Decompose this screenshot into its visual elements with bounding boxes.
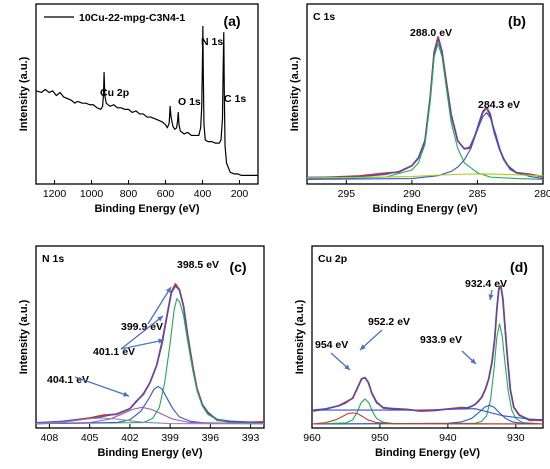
- series-line-peak-399.9: [36, 385, 264, 425]
- plot-frame: [35, 245, 265, 429]
- series-line-peak-404.1: [36, 417, 264, 425]
- x-tick-label: 600: [157, 188, 175, 200]
- plot-frame: [306, 3, 544, 185]
- annotation-arrowhead: [488, 294, 494, 300]
- legend-entry: 10Cu-22-mpg-C3N4-1: [79, 12, 185, 24]
- x-tick-label: 930: [507, 432, 525, 444]
- annotation-arrow: [120, 315, 164, 350]
- series-line-raw: [312, 284, 543, 422]
- y-axis-label: Intensity (a.u.): [289, 56, 301, 131]
- x-tick-label: 399: [161, 432, 179, 444]
- x-axis-label: Binding Energy (eV): [97, 447, 202, 459]
- series-line-baseline: [312, 408, 543, 421]
- peak-annotation: 401.1 eV: [93, 346, 135, 358]
- x-tick-label: 950: [371, 432, 389, 444]
- peak-annotation: 399.9 eV: [121, 321, 163, 333]
- annotation-arrow: [120, 339, 165, 350]
- peak-annotation: 932.4 eV: [465, 278, 507, 290]
- series-line-peak-288.0: [307, 43, 543, 180]
- x-tick-label: 393: [242, 432, 260, 444]
- series-line-raw: [36, 283, 264, 425]
- x-tick-label: 800: [120, 188, 138, 200]
- x-tick-label: 1200: [43, 188, 67, 200]
- peak-annotation: 284.3 eV: [478, 99, 520, 111]
- series-line-peak-401.1: [36, 406, 264, 425]
- series-line-envelope: [312, 285, 543, 421]
- x-tick-label: 960: [303, 432, 321, 444]
- panel-title: N 1s: [42, 253, 64, 265]
- panel-c: 408 405 402 399 396 393 Binding Energy (eV) Int…: [18, 245, 265, 459]
- annotation-arrowhead: [123, 391, 129, 397]
- series-line-peak-952.2: [312, 398, 543, 425]
- peak-label: C 1s: [224, 93, 246, 105]
- plot-frame: [311, 245, 544, 429]
- series-line-peak-398.5: [36, 298, 264, 425]
- peak-annotation: 954 eV: [315, 339, 348, 351]
- x-axis-label: Binding Energy (eV): [375, 447, 480, 459]
- x-tick-label: 1000: [80, 188, 104, 200]
- x-tick-label: 405: [81, 432, 99, 444]
- peak-annotation: 933.9 eV: [420, 334, 462, 346]
- peak-annotation: 952.2 eV: [368, 316, 410, 328]
- peak-annotation: 288.0 eV: [410, 27, 452, 39]
- annotation-arrowhead: [360, 344, 366, 350]
- peak-label: N 1s: [201, 36, 223, 48]
- series-line-peak-933.9: [312, 404, 543, 425]
- x-tick-label: 295: [338, 188, 356, 200]
- annotation-arrow: [74, 376, 130, 397]
- annotation-arrowhead: [157, 316, 163, 322]
- peak-label: O 1s: [178, 96, 201, 108]
- annotation-arrowhead: [470, 358, 476, 364]
- series-line-10Cu-22-mpg-C3N4-1: [36, 25, 258, 176]
- panel-title: Cu 2p: [318, 253, 347, 265]
- y-axis-label: Intensity (a.u.): [294, 299, 306, 374]
- panel-letter: (d): [510, 259, 528, 275]
- series-line-peak-932.4: [312, 323, 543, 425]
- x-tick-label: 290: [403, 188, 421, 200]
- panel-b: 295 290 285 280 Binding Energy (eV) Intensity…: [289, 3, 550, 215]
- annotation-arrowhead: [158, 338, 164, 344]
- annotation-arrowhead: [344, 364, 350, 370]
- x-tick-label: 402: [121, 432, 139, 444]
- x-tick-label: 400: [194, 188, 212, 200]
- series-line-peak-954: [312, 412, 543, 425]
- y-axis-label: Intensity (a.u.): [18, 299, 30, 374]
- x-tick-label: 940: [439, 432, 457, 444]
- x-axis-label: Binding Energy (eV): [372, 203, 477, 215]
- annotation-arrow: [147, 286, 172, 325]
- annotation-arrowhead: [165, 287, 171, 293]
- panel-d: 960 950 940 930 Binding Energy (eV) Intensity…: [294, 245, 544, 459]
- peak-annotation: 404.1 eV: [47, 374, 89, 386]
- x-tick-label: 200: [231, 188, 249, 200]
- x-tick-label: 285: [469, 188, 487, 200]
- panel-title: C 1s: [313, 11, 335, 23]
- x-axis-label: Binding Energy (eV): [94, 203, 199, 215]
- panel-letter: (c): [229, 259, 246, 275]
- y-axis-label: Intensity (a.u.): [18, 56, 30, 131]
- peak-annotation: 398.5 eV: [177, 259, 219, 271]
- series-line-peak-284.3: [307, 112, 543, 180]
- x-tick-label: 280: [534, 188, 550, 200]
- series-line-baseline: [307, 173, 543, 179]
- panel-letter: (b): [508, 13, 526, 29]
- series-line-envelope: [36, 285, 264, 424]
- x-tick-label: 396: [202, 432, 220, 444]
- panel-a: 1200 1000 800 600 400 200 Binding Energy (eV) I…: [18, 3, 259, 215]
- plot-frame: [35, 3, 259, 185]
- panel-letter: (a): [223, 13, 240, 29]
- x-tick-label: 408: [41, 432, 59, 444]
- peak-label: Cu 2p: [100, 87, 129, 99]
